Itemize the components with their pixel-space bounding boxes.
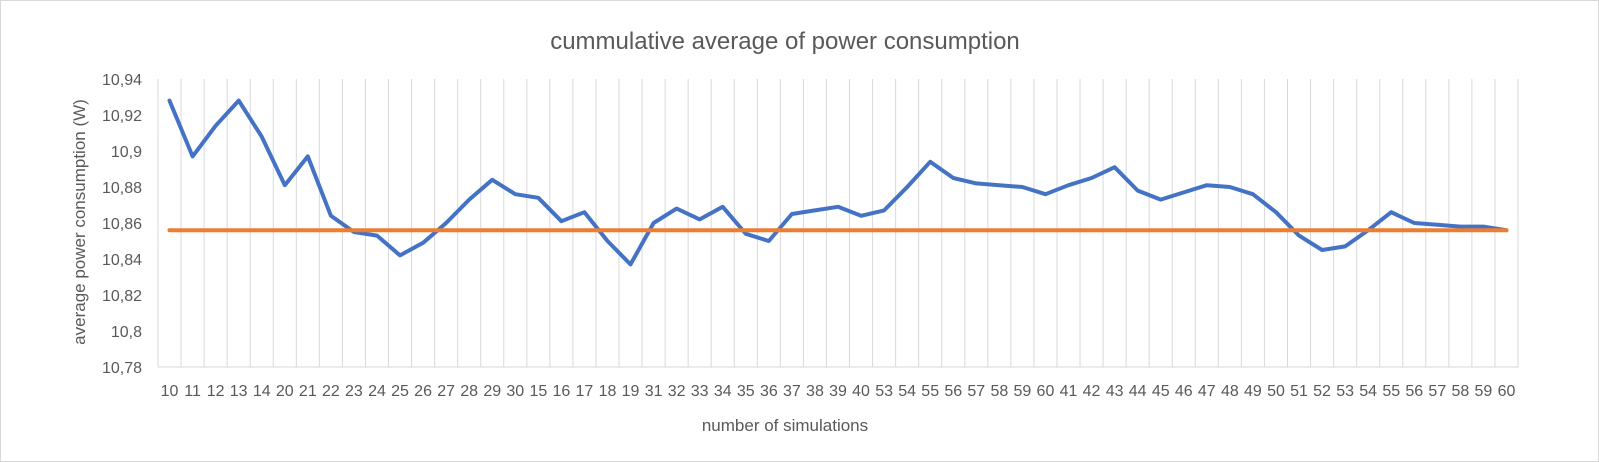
- x-tick-label: 53: [875, 383, 893, 400]
- x-tick-label: 31: [645, 383, 663, 400]
- x-tick-label: 10: [161, 383, 179, 400]
- cumulative-average-line: [167, 98, 1509, 267]
- x-tick-label: 56: [944, 383, 962, 400]
- x-tick-label: 56: [1405, 383, 1423, 400]
- y-tick-label: 10,86: [102, 216, 142, 233]
- x-tick-label: 51: [1290, 383, 1308, 400]
- x-tick-label: 14: [253, 383, 271, 400]
- x-tick-label: 60: [1037, 383, 1055, 400]
- x-tick-label: 35: [737, 383, 755, 400]
- x-tick-label: 20: [276, 383, 294, 400]
- chart-title: cummulative average of power consumption: [550, 28, 1020, 55]
- x-tick-label: 55: [921, 383, 939, 400]
- x-tick-label: 23: [345, 383, 363, 400]
- x-tick-label: 21: [299, 383, 317, 400]
- x-tick-label: 38: [806, 383, 824, 400]
- x-tick-label: 39: [829, 383, 847, 400]
- x-tick-label: 34: [714, 383, 732, 400]
- x-tick-label: 57: [967, 383, 985, 400]
- x-tick-label: 11: [184, 383, 201, 400]
- x-tick-label: 17: [576, 383, 594, 400]
- x-tick-label: 47: [1198, 383, 1216, 400]
- x-tick-label: 19: [622, 383, 640, 400]
- x-tick-label: 60: [1498, 383, 1516, 400]
- y-tick-label: 10,9: [111, 144, 142, 161]
- y-tick-label: 10,92: [102, 108, 142, 125]
- x-tick-label: 43: [1106, 383, 1124, 400]
- x-tick-label: 58: [990, 383, 1008, 400]
- x-tick-label: 41: [1060, 383, 1078, 400]
- x-tick-label: 28: [460, 383, 478, 400]
- x-tick-label: 59: [1014, 383, 1032, 400]
- x-tick-label: 13: [230, 383, 248, 400]
- x-tick-label: 52: [1313, 383, 1331, 400]
- x-tick-label: 33: [691, 383, 709, 400]
- x-tick-label: 25: [391, 383, 409, 400]
- x-tick-label: 57: [1428, 383, 1446, 400]
- x-tick-label: 53: [1336, 383, 1354, 400]
- x-tick-label: 48: [1221, 383, 1239, 400]
- x-tick-label: 26: [414, 383, 432, 400]
- x-tick-label: 32: [668, 383, 686, 400]
- y-tick-labels: 10,78 10,8 10,82 10,84 10,86 10,88 10,9 10,92 10…: [102, 72, 142, 377]
- x-tick-label: 22: [322, 383, 340, 400]
- x-tick-label: 55: [1382, 383, 1400, 400]
- x-tick-label: 45: [1152, 383, 1170, 400]
- x-tick-label: 59: [1475, 383, 1493, 400]
- x-tick-label: 46: [1175, 383, 1193, 400]
- x-tick-label: 18: [599, 383, 617, 400]
- y-tick-label: 10,84: [102, 252, 142, 269]
- x-tick-label: 58: [1451, 383, 1469, 400]
- x-tick-label: 37: [783, 383, 801, 400]
- x-tick-label: 50: [1267, 383, 1285, 400]
- x-tick-label: 40: [852, 383, 870, 400]
- x-tick-label: 54: [1359, 383, 1377, 400]
- x-tick-label: 44: [1129, 383, 1147, 400]
- x-tick-label: 15: [529, 383, 547, 400]
- y-axis-title: average power consumption (W): [70, 99, 89, 345]
- x-tick-label: 29: [483, 383, 501, 400]
- x-tick-labels: 10 11 12 13 14 20 21 22 23 24 25 26 27 28 29 30 15 16 17 18…: [161, 383, 1516, 400]
- x-tick-label: 49: [1244, 383, 1262, 400]
- y-tick-label: 10,78: [102, 360, 142, 377]
- x-tick-label: 54: [898, 383, 916, 400]
- x-tick-label: 42: [1083, 383, 1101, 400]
- x-tick-label: 12: [207, 383, 225, 400]
- y-tick-label: 10,88: [102, 180, 142, 197]
- x-axis-title: number of simulations: [702, 416, 868, 435]
- y-tick-label: 10,8: [111, 324, 142, 341]
- x-tick-label: 24: [368, 383, 386, 400]
- gridlines: [157, 79, 1519, 368]
- x-tick-label: 36: [760, 383, 778, 400]
- x-tick-label: 16: [552, 383, 570, 400]
- x-tick-label: 27: [437, 383, 455, 400]
- y-tick-label: 10,82: [102, 288, 142, 305]
- x-tick-label: 30: [506, 383, 524, 400]
- y-tick-label: 10,94: [102, 72, 142, 89]
- series-lines: [167, 98, 1509, 267]
